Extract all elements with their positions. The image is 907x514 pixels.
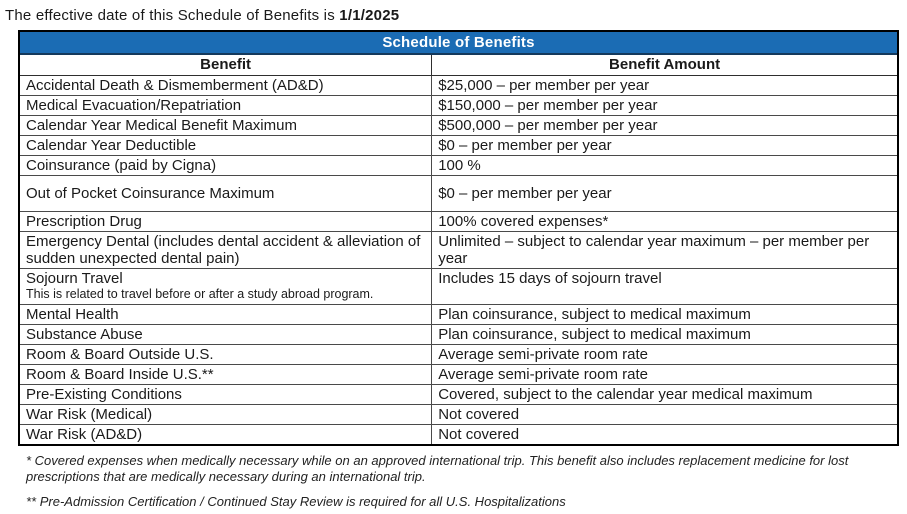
table-row: War Risk (Medical) Not covered (20, 405, 897, 425)
effective-date-value: 1/1/2025 (339, 7, 400, 24)
table-row: Room & Board Inside U.S.** Average semi-… (20, 365, 897, 385)
table-row: Calendar Year Medical Benefit Maximum $5… (20, 116, 897, 136)
benefit-cell: Room & Board Outside U.S. (20, 345, 433, 364)
table-row: Medical Evacuation/Repatriation $150,000… (20, 96, 897, 116)
benefit-amount: $150,000 – per member per year (438, 97, 658, 114)
benefit-name: Sojourn Travel (26, 270, 123, 287)
benefit-amount: $500,000 – per member per year (438, 117, 658, 134)
benefit-cell: Prescription Drug (20, 212, 433, 231)
benefit-note: This is related to travel before or afte… (26, 287, 374, 301)
column-header-benefit-amount: Benefit Amount (609, 56, 721, 73)
benefit-cell: Out of Pocket Coinsurance Maximum (20, 176, 433, 211)
column-header-benefit: Benefit (20, 55, 433, 75)
benefit-cell: Emergency Dental (includes dental accide… (20, 232, 433, 268)
benefit-name: Calendar Year Medical Benefit Maximum (26, 117, 297, 134)
effective-date-line: The effective date of this Schedule of B… (5, 7, 907, 24)
table-row: Room & Board Outside U.S. Average semi-p… (20, 345, 897, 365)
table-row: Calendar Year Deductible $0 – per member… (20, 136, 897, 156)
benefit-cell: Calendar Year Deductible (20, 136, 433, 155)
footnotes: * Covered expenses when medically necess… (26, 453, 887, 510)
benefit-amount: Includes 15 days of sojourn travel (438, 270, 662, 287)
benefit-cell: Calendar Year Medical Benefit Maximum (20, 116, 433, 135)
benefit-amount: Not covered (438, 406, 520, 423)
benefit-amount: $0 – per member per year (438, 137, 612, 154)
table-row: Mental Health Plan coinsurance, subject … (20, 305, 897, 325)
benefit-amount: Not covered (438, 426, 520, 443)
benefit-amount: Plan coinsurance, subject to medical max… (438, 326, 751, 343)
table-row: Out of Pocket Coinsurance Maximum $0 – p… (20, 176, 897, 212)
benefit-amount: $25,000 – per member per year (438, 77, 650, 94)
table-body: Accidental Death & Dismemberment (AD&D) … (20, 76, 897, 444)
benefit-amount: $0 – per member per year (438, 185, 612, 202)
table-row: Emergency Dental (includes dental accide… (20, 232, 897, 269)
benefit-name: Room & Board Inside U.S.** (26, 366, 214, 383)
effective-date-prefix: The effective date of this Schedule of B… (5, 7, 340, 24)
benefit-cell: Accidental Death & Dismemberment (AD&D) (20, 76, 433, 95)
table-row: Pre-Existing Conditions Covered, subject… (20, 385, 897, 405)
table-row: Substance Abuse Plan coinsurance, subjec… (20, 325, 897, 345)
table-row: Prescription Drug 100% covered expenses* (20, 212, 897, 232)
benefit-name: War Risk (AD&D) (26, 426, 143, 443)
benefit-name: War Risk (Medical) (26, 406, 153, 423)
table-column-headers: Benefit Benefit Amount (20, 55, 897, 76)
table-row: Accidental Death & Dismemberment (AD&D) … (20, 76, 897, 96)
schedule-of-benefits-table: Schedule of Benefits Benefit Benefit Amo… (18, 30, 899, 446)
footnote-prescription-drug: * Covered expenses when medically necess… (26, 453, 849, 484)
benefit-name: Room & Board Outside U.S. (26, 346, 214, 363)
benefit-name: Coinsurance (paid by Cigna) (26, 157, 217, 174)
table-row: War Risk (AD&D) Not covered (20, 425, 897, 444)
benefit-cell: Medical Evacuation/Repatriation (20, 96, 433, 115)
benefit-amount: 100% covered expenses* (438, 213, 609, 230)
benefit-amount: 100 % (438, 157, 481, 174)
benefit-cell: War Risk (Medical) (20, 405, 433, 424)
benefit-amount: Covered, subject to the calendar year me… (438, 386, 813, 403)
benefit-amount: Plan coinsurance, subject to medical max… (438, 306, 751, 323)
benefit-cell: War Risk (AD&D) (20, 425, 433, 444)
benefit-cell: Room & Board Inside U.S.** (20, 365, 433, 384)
benefit-amount: Average semi-private room rate (438, 346, 648, 363)
benefit-name: Calendar Year Deductible (26, 137, 197, 154)
benefit-cell: Pre-Existing Conditions (20, 385, 433, 404)
benefit-name: Mental Health (26, 306, 119, 323)
benefit-name: Emergency Dental (includes dental accide… (26, 233, 421, 267)
benefit-name: Pre-Existing Conditions (26, 386, 182, 403)
benefit-name: Accidental Death & Dismemberment (AD&D) (26, 77, 324, 94)
benefit-name: Medical Evacuation/Repatriation (26, 97, 242, 114)
benefit-name: Substance Abuse (26, 326, 143, 343)
table-row: Sojourn Travel This is related to travel… (20, 269, 897, 305)
benefit-cell: Substance Abuse (20, 325, 433, 344)
table-title: Schedule of Benefits (20, 32, 897, 55)
benefit-name: Out of Pocket Coinsurance Maximum (26, 185, 275, 202)
benefit-cell: Coinsurance (paid by Cigna) (20, 156, 433, 175)
benefit-name: Prescription Drug (26, 213, 142, 230)
footnote-room-board-inside-us: ** Pre-Admission Certification / Continu… (26, 494, 566, 509)
benefit-amount: Unlimited – subject to calendar year max… (438, 233, 870, 267)
benefit-amount: Average semi-private room rate (438, 366, 648, 383)
benefit-cell: Mental Health (20, 305, 433, 324)
benefit-cell: Sojourn Travel This is related to travel… (20, 269, 433, 304)
table-row: Coinsurance (paid by Cigna) 100 % (20, 156, 897, 176)
